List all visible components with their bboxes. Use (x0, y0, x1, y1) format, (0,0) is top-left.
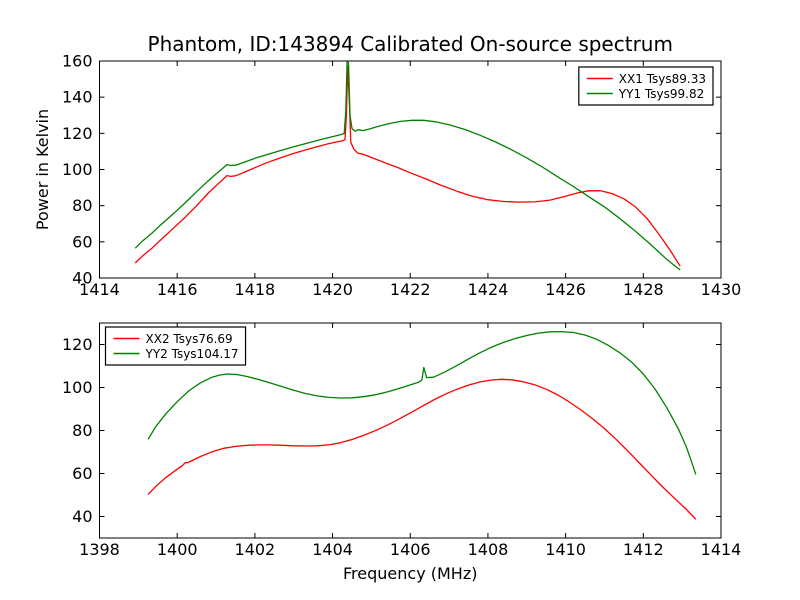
subplot-1: 1414 1416 1418 1420 1422 1424 1426 1428 1430 40 60… (33, 32, 741, 299)
x-tick-label: 1414 (79, 280, 120, 299)
legend-box (578, 66, 714, 106)
x-tick-label: 1408 (468, 540, 509, 559)
y-tick-label: 100 (62, 160, 93, 179)
y-tick-label: 60 (72, 232, 92, 251)
x-tick-label: 1398 (79, 540, 120, 559)
x-tick-label: 1422 (390, 280, 431, 299)
x-tick-label: 1418 (235, 280, 276, 299)
x-tick-label: 1416 (157, 280, 198, 299)
y-tick-label: 160 (62, 52, 93, 71)
series-line-xx2 (147, 378, 697, 520)
x-tick-label: 1430 (701, 280, 742, 299)
y-tick-label: 40 (72, 507, 92, 526)
plot-title: Phantom, ID:143894 Calibrated On-source … (148, 32, 673, 56)
y-tick-label: 120 (62, 335, 93, 354)
x-tick-label: 1412 (623, 540, 664, 559)
x-tick-label: 1426 (545, 280, 586, 299)
series-line-yy1 (134, 61, 681, 271)
legend-entry-label: YY1 Tsys99.82 (618, 87, 704, 101)
legend-box (104, 326, 247, 366)
legend-entry-label: XX2 Tsys76.69 (146, 332, 233, 346)
y-tick-label: 60 (72, 464, 92, 483)
y-tick-label: 100 (62, 378, 93, 397)
y-tick-label: 80 (72, 196, 92, 215)
x-tick-label: 1402 (235, 540, 276, 559)
y-tick-label: 120 (62, 124, 93, 143)
x-tick-label: 1428 (623, 280, 664, 299)
x-tick-label: 1420 (312, 280, 353, 299)
series-line-yy2 (147, 330, 697, 475)
x-tick-label: 1404 (312, 540, 353, 559)
subplot-2: 1398 1400 1402 1404 1406 1408 1410 1412 1414 40 60… (62, 322, 742, 583)
y-axis-label: Power in Kelvin (33, 109, 52, 230)
legend-entry-label: XX1 Tsys89.33 (619, 72, 706, 86)
x-tick-label: 1414 (701, 540, 742, 559)
series-line-xx1 (134, 65, 681, 267)
x-tick-label: 1424 (468, 280, 509, 299)
x-axis-label: Frequency (MHz) (343, 564, 477, 583)
y-tick-label: 80 (72, 421, 92, 440)
x-tick-label: 1410 (545, 540, 586, 559)
legend-entry-label: YY2 Tsys104.17 (145, 347, 239, 361)
x-tick-label: 1406 (390, 540, 431, 559)
y-tick-label: 140 (62, 88, 93, 107)
y-tick-label: 40 (72, 269, 92, 288)
x-tick-label: 1400 (157, 540, 198, 559)
